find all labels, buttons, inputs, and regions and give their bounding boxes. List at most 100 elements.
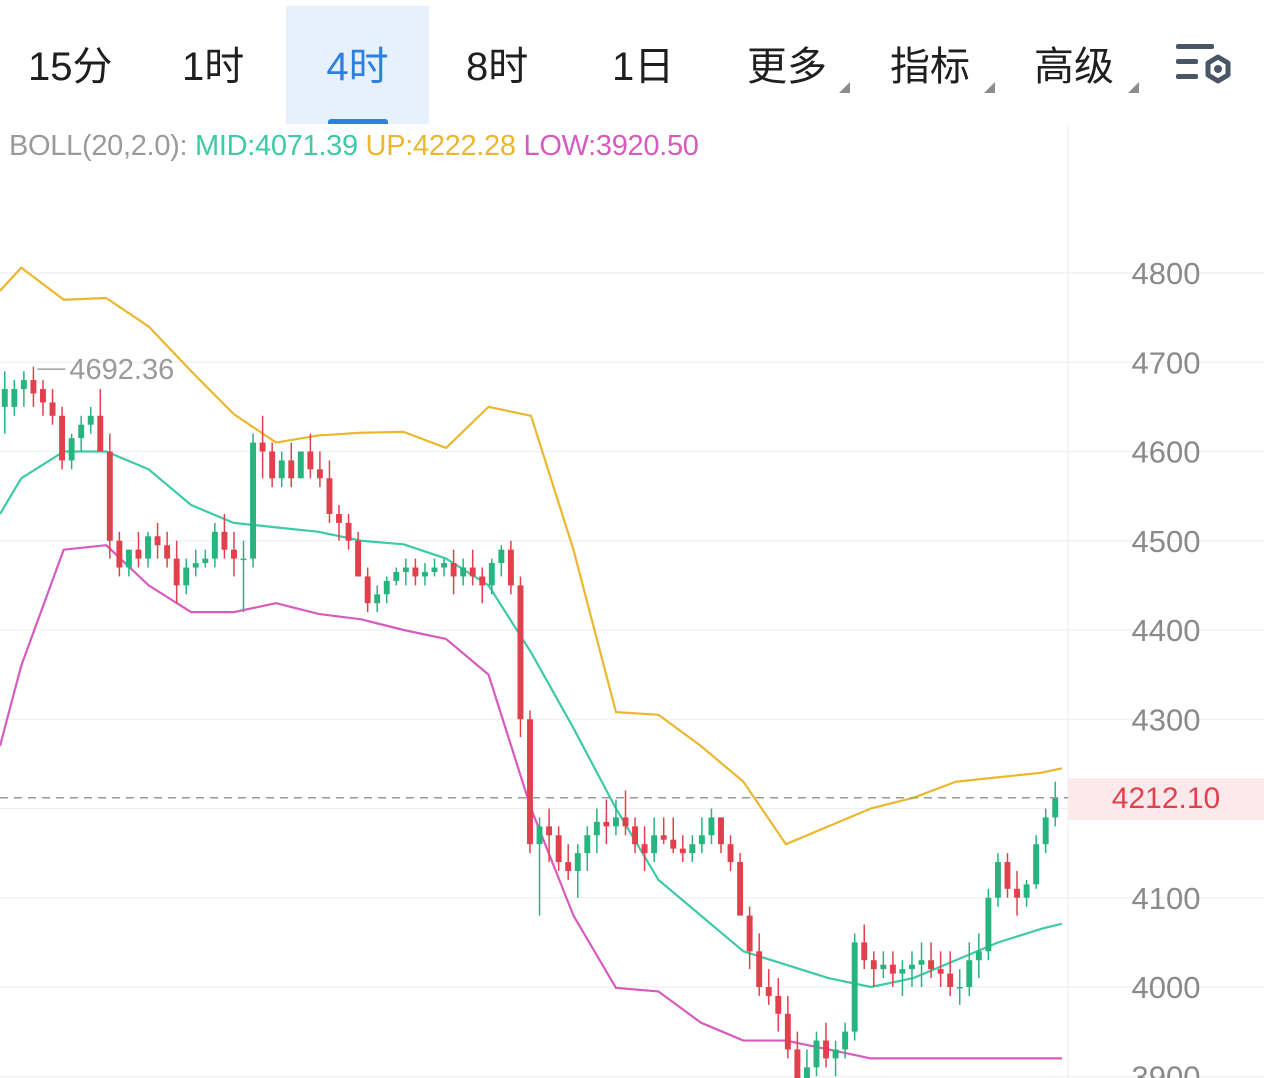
candle-body [1004,862,1011,889]
candle-body [994,862,1001,898]
candle-body [536,826,543,845]
tab-1d[interactable]: 1日 [612,45,675,89]
candle-down [135,531,142,568]
candle-body [183,567,190,586]
candle-up [297,451,304,479]
candle-body [1052,797,1059,818]
candle-up [183,558,190,595]
candle-body [307,451,314,470]
candle-up [393,567,400,586]
candle-up [402,558,409,586]
candle-body [975,951,982,961]
candle-body [698,835,705,845]
candle-body [660,835,667,840]
candle-body [441,563,448,568]
candle-body [326,478,333,514]
candle-down [928,942,935,979]
candle-body [956,987,963,989]
candle-body [145,536,151,559]
candle-up [832,1040,839,1077]
chart-grid [0,125,1264,1078]
candle-body [192,563,199,568]
candle-down [49,389,56,425]
candle-up [956,969,963,1005]
candle-body [861,942,868,961]
tab-8h[interactable]: 8时 [466,45,529,89]
candle-down [823,1022,829,1068]
y-tick-label: 4000 [1132,970,1201,1005]
candle-up [460,558,467,586]
candle-down [106,433,113,559]
candle-up [78,415,85,452]
candle-up [899,960,906,996]
tab-indicators[interactable]: 指标 [890,6,996,124]
candle-down [30,366,37,407]
candle-down [527,710,533,854]
candle-down [784,995,791,1059]
candle-body [679,848,686,854]
candle-up [651,817,658,863]
candle-up [87,406,94,434]
y-axis-labels: 3900400041004200430044004500460047004800 [1132,256,1201,1078]
candle-down [116,531,123,577]
candle-body [746,915,753,952]
timeframe-tabs: 15分 1时 4时 8时 1日 更多 指标 高级 [0,0,1264,125]
tab-advanced[interactable]: 高级 [1034,6,1140,124]
candle-body [813,1040,820,1068]
tab-4h[interactable]: 4时 [286,6,429,124]
candle-up [708,808,715,845]
candle-body [603,821,610,827]
candle-down [316,451,323,488]
tab-1h[interactable]: 1时 [182,45,245,89]
candle-body [297,451,304,479]
candle-down [641,826,648,871]
candle-down [507,540,514,595]
dropdown-corner-icon [839,82,850,93]
candle-body [689,844,696,854]
candle-down [746,906,753,970]
y-tick-label: 4400 [1132,613,1201,648]
candle-down [632,817,639,854]
candle-down [756,933,763,996]
dropdown-corner-icon [1128,82,1139,93]
candle-body [173,558,180,586]
candle-up [851,933,858,1041]
candle-body [889,964,896,974]
candle-body [240,558,247,561]
candle-down [727,835,734,871]
candle-body [765,987,772,996]
candle-down [794,1031,801,1078]
candle-body [880,964,887,970]
candle-body [383,580,390,595]
candle-body [231,549,237,559]
candle-up [994,853,1001,907]
candle-body [527,719,533,845]
candle-down [737,853,744,916]
candle-body [966,960,973,987]
candle-down [173,540,180,604]
candle-body [784,1013,791,1050]
candle-body [823,1040,829,1059]
candle-body [1033,844,1040,885]
candle-body [269,451,276,479]
candle-down [775,978,782,1032]
candle-body [135,549,142,559]
candle-down [355,531,362,577]
chart-settings-button[interactable] [1172,40,1236,92]
candle-down [937,951,944,987]
tab-15min[interactable]: 15分 [28,45,113,89]
candle-up [250,433,257,568]
boll-mid-value: MID:4071.39 [195,130,358,162]
candle-down [603,799,610,845]
candle-body [11,389,18,407]
tab-more[interactable]: 更多 [747,6,851,124]
candle-body [517,585,524,720]
candle-body [612,817,619,827]
candle-up [68,433,75,470]
y-tick-label: 4800 [1132,256,1201,291]
candle-up [698,817,705,854]
candle-down [479,567,486,604]
bollinger-bands [0,266,1063,1060]
candle-body [593,821,600,836]
